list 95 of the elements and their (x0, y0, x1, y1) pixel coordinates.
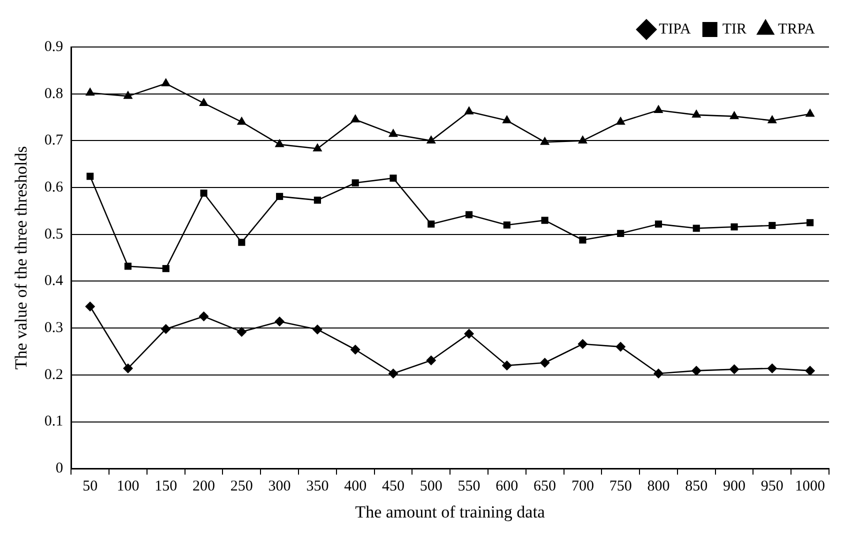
point (692, 109, 702, 118)
legend-label: TRPA (778, 21, 816, 38)
y-tick-label: 0.1 (44, 414, 64, 430)
point (160, 324, 171, 334)
point (464, 106, 474, 114)
point (540, 358, 550, 368)
y-tick-label: 0.8 (44, 86, 64, 102)
x-tick-label: 1000 (795, 478, 826, 495)
y-tick-label: 0.4 (44, 273, 64, 290)
point (390, 174, 397, 182)
point (691, 366, 702, 376)
point (312, 143, 322, 152)
y-tick-label: 0.9 (44, 38, 64, 55)
point (124, 262, 132, 270)
y-axis-title: The value of the three thresholds (12, 146, 31, 370)
y-tick-label: 0.5 (44, 226, 64, 242)
point (314, 196, 321, 204)
point (578, 338, 588, 349)
x-tick-label: 450 (382, 478, 404, 495)
point (503, 221, 510, 229)
point (654, 220, 662, 228)
point (350, 344, 360, 355)
x-tick-label: 550 (458, 478, 480, 495)
point (579, 236, 586, 244)
point (730, 110, 740, 120)
point (540, 136, 550, 145)
legend-label: TIR (722, 21, 747, 38)
point (654, 104, 664, 113)
point (352, 179, 359, 186)
point (123, 90, 133, 99)
point (161, 78, 171, 86)
point (388, 128, 398, 137)
point (122, 363, 133, 374)
point (236, 116, 246, 125)
x-tick-label: 350 (306, 478, 329, 495)
point (388, 368, 398, 379)
point (86, 172, 94, 180)
point (767, 115, 777, 124)
x-axis-title: The amount of training data (355, 502, 546, 522)
point (85, 87, 95, 96)
point (312, 324, 322, 334)
point (276, 192, 284, 200)
point (199, 98, 209, 106)
point (274, 138, 284, 148)
legend-label: TIPA (658, 21, 692, 38)
point (692, 224, 700, 232)
point (805, 108, 815, 117)
x-tick-label: 200 (192, 478, 216, 495)
point (806, 219, 814, 226)
point (162, 265, 170, 272)
point (541, 216, 548, 224)
y-tick-label: 0.3 (44, 320, 64, 336)
point (428, 220, 435, 228)
point (198, 311, 209, 322)
x-tick-label: 100 (116, 478, 140, 495)
point (767, 363, 778, 374)
point (730, 223, 738, 230)
point (616, 342, 626, 352)
point (426, 135, 436, 144)
x-tick-label: 850 (685, 478, 708, 495)
x-tick-label: 950 (760, 478, 784, 495)
x-tick-label: 500 (420, 478, 442, 495)
point (200, 190, 208, 197)
x-tick-label: 600 (496, 478, 518, 495)
point (768, 222, 776, 230)
y-tick-label: 0 (56, 460, 64, 477)
point (465, 211, 473, 218)
point (502, 115, 512, 124)
point (236, 326, 247, 337)
point (464, 328, 474, 339)
x-tick-label: 300 (268, 478, 291, 495)
point (426, 355, 436, 366)
y-tick-label: 0.7 (44, 132, 64, 149)
x-tick-label: 250 (230, 478, 253, 495)
x-tick-label: 700 (571, 478, 594, 495)
point (85, 302, 96, 312)
x-tick-label: 650 (534, 478, 556, 495)
x-tick-label: 50 (82, 478, 98, 495)
point (350, 114, 360, 122)
x-tick-label: 400 (344, 478, 367, 495)
x-tick-label: 750 (609, 478, 632, 495)
x-tick-label: 900 (723, 478, 746, 495)
x-tick-label: 150 (154, 478, 178, 495)
point (729, 364, 740, 374)
point (653, 368, 664, 379)
x-tick-label: 800 (647, 478, 670, 495)
point (274, 316, 285, 327)
point (616, 116, 626, 125)
point (578, 135, 588, 144)
point (238, 238, 246, 246)
point (617, 230, 624, 237)
y-tick-label: 0.6 (44, 179, 64, 196)
point (502, 360, 512, 371)
point (805, 366, 816, 376)
y-tick-label: 0.2 (44, 366, 64, 383)
